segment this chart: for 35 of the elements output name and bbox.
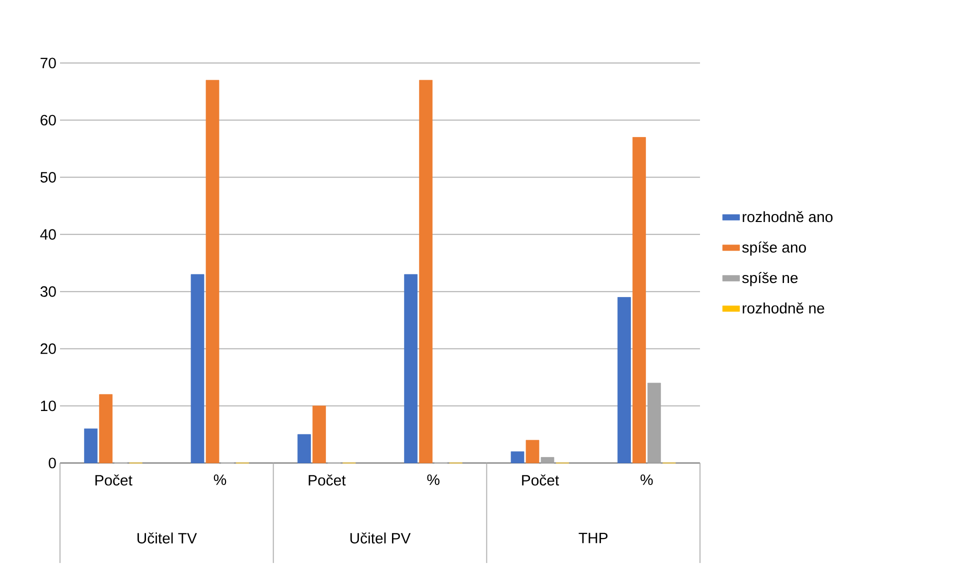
- legend-label: spíše ano: [742, 242, 806, 256]
- bar: [206, 80, 220, 464]
- bar: [526, 440, 540, 464]
- bar: [312, 406, 326, 464]
- y-tick-label: 30: [40, 286, 56, 297]
- text: Učitel PV: [350, 532, 411, 544]
- bar: [647, 382, 661, 464]
- legend-label: rozhodně ano: [742, 211, 833, 222]
- bar: [617, 297, 631, 464]
- bar: [99, 394, 113, 464]
- bar: [404, 274, 418, 464]
- legend-label: rozhodně ne: [742, 302, 824, 314]
- bar: [510, 451, 524, 464]
- text: THP: [578, 532, 608, 544]
- y-tick-label: 50: [40, 172, 56, 183]
- y-tick-label: 70: [40, 58, 56, 68]
- bar: [84, 428, 98, 464]
- bar: [540, 457, 554, 464]
- text: Učitel TV: [138, 532, 197, 544]
- y-tick-label: 10: [41, 400, 56, 412]
- bar: [297, 434, 311, 464]
- x-tick-label: %: [427, 474, 440, 485]
- legend-label: spíše ne: [742, 272, 798, 286]
- y-tick-label: 20: [40, 343, 56, 354]
- x-tick-label: Počet: [522, 474, 560, 486]
- x-tick-label: Počet: [308, 474, 346, 486]
- x-tick-label: Počet: [95, 474, 132, 486]
- bar: [190, 274, 204, 464]
- x-tick-label: %: [640, 474, 653, 485]
- bar: [632, 137, 646, 464]
- x-tick-label: %: [214, 474, 226, 485]
- y-tick-label: 0: [48, 458, 56, 468]
- bar: [419, 80, 433, 464]
- y-tick-label: 40: [40, 229, 56, 240]
- y-tick-label: 60: [40, 114, 56, 126]
